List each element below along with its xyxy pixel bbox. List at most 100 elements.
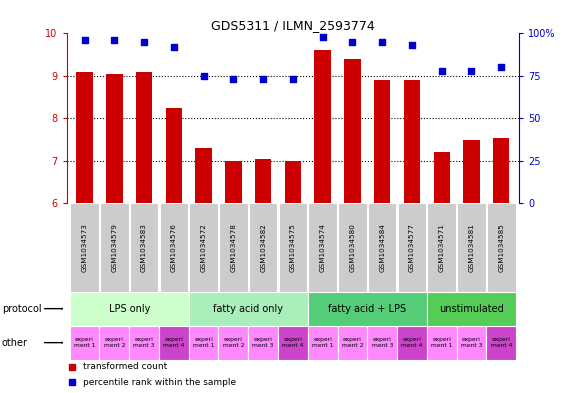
Text: experi
ment 1: experi ment 1: [312, 337, 334, 348]
Text: GSM1034579: GSM1034579: [111, 223, 117, 272]
Text: experi
ment 1: experi ment 1: [431, 337, 452, 348]
Text: experi
ment 3: experi ment 3: [372, 337, 393, 348]
Bar: [70, 204, 99, 292]
Bar: [374, 80, 390, 204]
Text: GSM1034585: GSM1034585: [498, 223, 504, 272]
Bar: [427, 292, 516, 326]
Bar: [219, 326, 248, 360]
Point: [407, 42, 416, 48]
Point: [378, 39, 387, 45]
Text: GSM1034581: GSM1034581: [469, 223, 474, 272]
Text: experi
ment 4: experi ment 4: [401, 337, 423, 348]
Text: experi
ment 2: experi ment 2: [104, 337, 125, 348]
Bar: [188, 326, 219, 360]
Text: protocol: protocol: [2, 304, 41, 314]
Bar: [314, 50, 331, 204]
Point: [259, 76, 268, 83]
Point: [80, 37, 89, 43]
Bar: [159, 326, 188, 360]
Bar: [457, 204, 486, 292]
Text: fatty acid + LPS: fatty acid + LPS: [328, 304, 407, 314]
Bar: [308, 292, 427, 326]
Bar: [106, 74, 122, 204]
Point: [467, 68, 476, 74]
Text: GSM1034577: GSM1034577: [409, 223, 415, 272]
Bar: [338, 204, 367, 292]
Text: GSM1034578: GSM1034578: [230, 223, 237, 272]
Bar: [129, 326, 159, 360]
Point: [348, 39, 357, 45]
Text: experi
ment 4: experi ment 4: [282, 337, 303, 348]
Text: GSM1034573: GSM1034573: [82, 223, 88, 272]
Point: [110, 37, 119, 43]
Bar: [433, 152, 450, 204]
Text: experi
ment 3: experi ment 3: [133, 337, 155, 348]
Bar: [398, 204, 426, 292]
Bar: [345, 59, 361, 204]
Bar: [404, 80, 420, 204]
Bar: [100, 204, 129, 292]
Point: [318, 34, 327, 40]
Bar: [77, 72, 93, 204]
Text: GSM1034580: GSM1034580: [349, 223, 356, 272]
Bar: [338, 326, 367, 360]
Bar: [278, 326, 308, 360]
Text: experi
ment 2: experi ment 2: [223, 337, 244, 348]
Text: fatty acid only: fatty acid only: [213, 304, 283, 314]
Bar: [285, 161, 301, 204]
Text: GSM1034571: GSM1034571: [438, 223, 445, 272]
Point: [437, 68, 447, 74]
Bar: [189, 204, 218, 292]
Text: transformed count: transformed count: [82, 362, 167, 371]
Bar: [225, 161, 241, 204]
Bar: [130, 204, 158, 292]
Bar: [188, 292, 308, 326]
Point: [288, 76, 298, 83]
Text: GSM1034582: GSM1034582: [260, 223, 266, 272]
Bar: [255, 159, 271, 204]
Bar: [160, 204, 188, 292]
Text: experi
ment 4: experi ment 4: [491, 337, 512, 348]
Text: GSM1034574: GSM1034574: [320, 223, 325, 272]
Bar: [368, 204, 397, 292]
Bar: [367, 326, 397, 360]
Bar: [166, 108, 182, 204]
Bar: [278, 204, 307, 292]
Point: [496, 64, 506, 71]
Bar: [487, 204, 516, 292]
Text: unstimulated: unstimulated: [439, 304, 504, 314]
Bar: [493, 138, 509, 204]
Bar: [136, 72, 153, 204]
Bar: [308, 326, 338, 360]
Bar: [70, 292, 188, 326]
Bar: [249, 204, 277, 292]
Title: GDS5311 / ILMN_2593774: GDS5311 / ILMN_2593774: [211, 19, 375, 32]
Bar: [427, 326, 456, 360]
Bar: [219, 204, 248, 292]
Text: experi
ment 2: experi ment 2: [342, 337, 363, 348]
Point: [139, 39, 148, 45]
Bar: [99, 326, 129, 360]
Bar: [248, 326, 278, 360]
Text: GSM1034576: GSM1034576: [171, 223, 177, 272]
Bar: [195, 148, 212, 204]
Text: experi
ment 1: experi ment 1: [74, 337, 95, 348]
Bar: [70, 326, 99, 360]
Text: GSM1034575: GSM1034575: [290, 223, 296, 272]
Text: experi
ment 3: experi ment 3: [461, 337, 482, 348]
Text: GSM1034584: GSM1034584: [379, 223, 385, 272]
Bar: [427, 204, 456, 292]
Point: [229, 76, 238, 83]
Bar: [487, 326, 516, 360]
Text: GSM1034583: GSM1034583: [141, 223, 147, 272]
Point: [199, 73, 208, 79]
Text: experi
ment 1: experi ment 1: [193, 337, 215, 348]
Text: other: other: [2, 338, 28, 348]
Bar: [397, 326, 427, 360]
Bar: [456, 326, 487, 360]
Bar: [463, 140, 480, 204]
Text: LPS only: LPS only: [108, 304, 150, 314]
Text: percentile rank within the sample: percentile rank within the sample: [82, 378, 235, 387]
Bar: [309, 204, 337, 292]
Text: GSM1034572: GSM1034572: [201, 223, 206, 272]
